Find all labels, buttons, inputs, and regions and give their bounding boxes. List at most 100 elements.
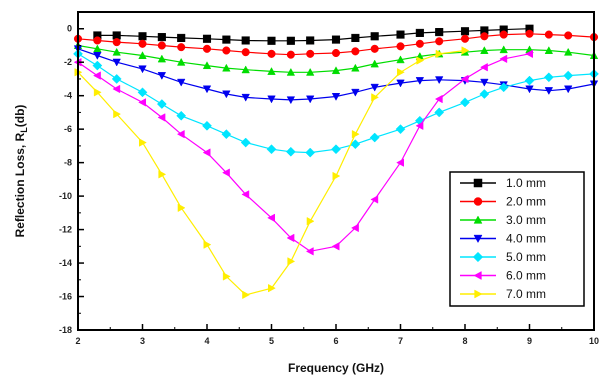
x-axis-title: Frequency (GHz) bbox=[288, 361, 384, 375]
series-2 bbox=[73, 29, 599, 59]
data-point bbox=[202, 61, 212, 70]
data-point bbox=[396, 42, 405, 51]
data-point bbox=[525, 85, 534, 94]
data-point bbox=[564, 31, 573, 40]
data-point bbox=[267, 95, 276, 104]
legend-item: 3.0 mm bbox=[460, 213, 546, 227]
data-point bbox=[241, 36, 250, 45]
data-point bbox=[460, 34, 470, 43]
data-point bbox=[93, 52, 102, 60]
x-tick-label: 4 bbox=[204, 336, 209, 346]
data-point bbox=[332, 171, 341, 181]
data-point bbox=[138, 51, 147, 59]
data-point bbox=[111, 74, 122, 84]
data-point bbox=[157, 54, 167, 63]
data-point bbox=[543, 72, 554, 83]
data-point bbox=[415, 28, 424, 37]
data-point bbox=[139, 138, 147, 147]
data-point bbox=[480, 78, 489, 87]
legend-item: 6.0 mm bbox=[460, 269, 546, 283]
x-tick-label: 8 bbox=[462, 336, 467, 346]
data-point bbox=[498, 82, 509, 93]
data-point bbox=[563, 47, 573, 56]
data-point bbox=[176, 110, 187, 121]
data-point bbox=[285, 146, 296, 157]
series-1 bbox=[93, 24, 534, 45]
legend-marker bbox=[473, 234, 483, 244]
series-line bbox=[77, 49, 466, 296]
data-point bbox=[202, 85, 212, 94]
data-point bbox=[113, 109, 122, 119]
data-point bbox=[415, 39, 424, 48]
y-tick-label: -12 bbox=[59, 225, 72, 235]
data-point bbox=[369, 132, 380, 143]
series-7 bbox=[74, 46, 470, 300]
legend-marker bbox=[474, 289, 483, 299]
series-line bbox=[77, 53, 530, 252]
data-point bbox=[460, 74, 469, 84]
legend-marker bbox=[473, 197, 483, 206]
data-point bbox=[286, 50, 295, 59]
data-point bbox=[241, 65, 250, 74]
data-point bbox=[331, 242, 340, 251]
legend-marker bbox=[473, 178, 483, 188]
data-point bbox=[177, 43, 186, 52]
data-point bbox=[396, 30, 405, 39]
data-point bbox=[396, 158, 404, 167]
data-point bbox=[222, 63, 231, 72]
data-point bbox=[241, 93, 250, 102]
data-point bbox=[499, 30, 508, 39]
data-point bbox=[176, 57, 186, 66]
data-point bbox=[351, 88, 360, 97]
data-point bbox=[460, 27, 470, 36]
legend-marker bbox=[473, 215, 483, 224]
data-point bbox=[222, 35, 231, 44]
data-point bbox=[137, 87, 148, 98]
data-point bbox=[544, 30, 553, 39]
data-point bbox=[267, 49, 276, 58]
data-point bbox=[138, 98, 146, 107]
legend-label: 6.0 mm bbox=[506, 269, 546, 283]
data-point bbox=[93, 36, 102, 45]
data-point bbox=[305, 67, 315, 76]
y-tick-label: -10 bbox=[59, 191, 72, 201]
data-point bbox=[306, 49, 315, 58]
data-point bbox=[222, 168, 230, 177]
series-6 bbox=[73, 49, 533, 256]
data-point bbox=[351, 33, 360, 42]
y-tick-label: 0 bbox=[67, 24, 72, 34]
y-axis-title-subscript: L bbox=[19, 127, 29, 133]
legend-item: 2.0 mm bbox=[460, 195, 546, 209]
legend-item: 1.0 mm bbox=[460, 176, 546, 190]
data-point bbox=[479, 89, 490, 99]
data-point bbox=[202, 44, 212, 53]
data-point bbox=[202, 120, 212, 131]
data-point bbox=[157, 33, 166, 42]
data-point bbox=[351, 63, 360, 72]
data-point bbox=[460, 97, 470, 108]
legend-item: 7.0 mm bbox=[460, 287, 546, 301]
data-point bbox=[480, 63, 488, 72]
legend-label: 3.0 mm bbox=[506, 213, 546, 227]
data-point bbox=[525, 49, 533, 59]
data-point bbox=[267, 213, 275, 223]
series-layer bbox=[73, 24, 599, 300]
y-tick-label: -4 bbox=[64, 91, 72, 101]
x-tick-label: 7 bbox=[398, 336, 403, 346]
tick-layer: 2 3 4 5 6 7 8 9 10 0 -2 -4 -6 -8 -10 -12 -14 -16 -18 bbox=[59, 24, 599, 346]
legend-label: 4.0 mm bbox=[506, 232, 546, 246]
data-point bbox=[351, 129, 360, 139]
legend-label: 2.0 mm bbox=[506, 195, 546, 209]
data-point bbox=[93, 71, 101, 80]
data-point bbox=[434, 94, 443, 104]
data-point bbox=[350, 139, 361, 150]
y-axis-title: Reflection Loss, RL(db) bbox=[13, 105, 29, 238]
data-point bbox=[177, 33, 186, 42]
data-point bbox=[396, 55, 405, 64]
legend-marker bbox=[472, 251, 484, 263]
data-point bbox=[331, 48, 341, 58]
data-point bbox=[435, 49, 444, 59]
data-point bbox=[157, 113, 166, 122]
data-point bbox=[397, 68, 405, 77]
